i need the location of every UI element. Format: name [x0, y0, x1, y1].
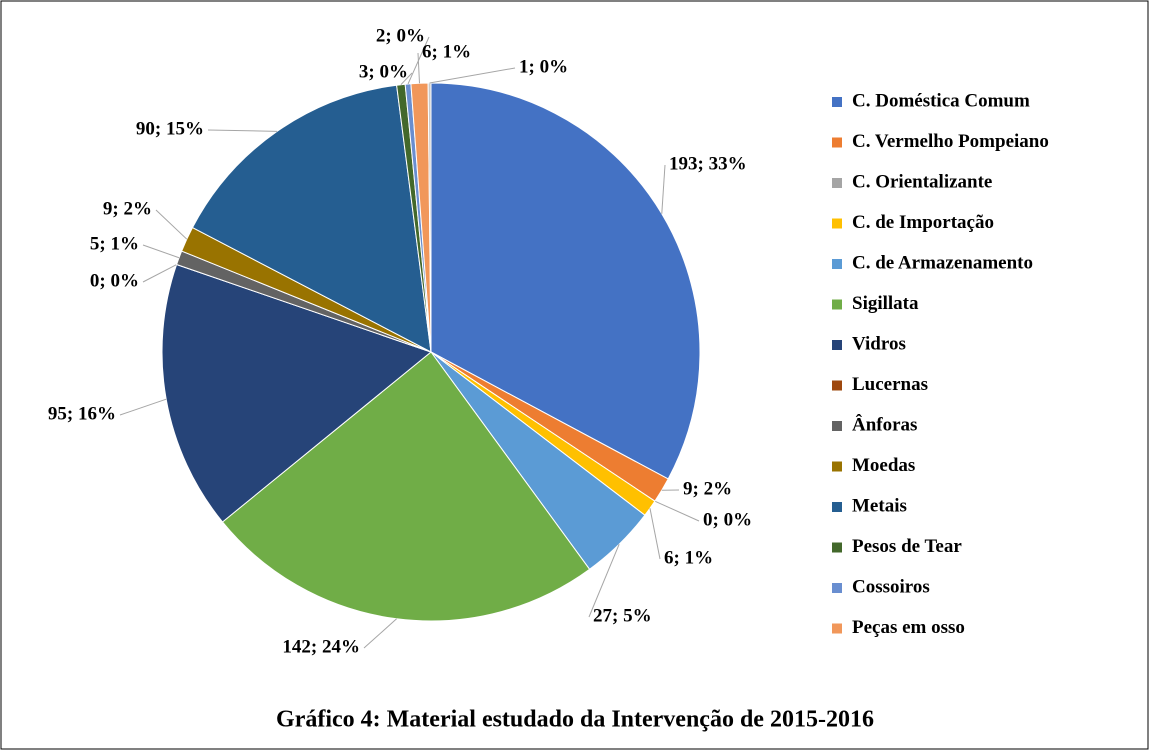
legend-swatch: [832, 583, 842, 593]
leader-line: [119, 398, 167, 416]
data-label: 193; 33%: [669, 153, 747, 174]
legend-swatch: [832, 97, 842, 107]
data-label: 27; 5%: [593, 605, 652, 626]
pie-slice: [161, 263, 433, 523]
legend-swatch: [832, 259, 842, 269]
legend-label: C. de Importação: [852, 212, 994, 233]
legend-label: Metais: [852, 495, 907, 516]
legend-swatch: [832, 340, 842, 350]
chart-title: Gráfico 4: Material estudado da Interven…: [276, 707, 874, 733]
data-label: 3; 0%: [359, 61, 408, 82]
data-label: 5; 1%: [90, 233, 139, 254]
legend-swatch: [832, 502, 842, 512]
legend-swatch: [832, 218, 842, 229]
legend-label: Moedas: [852, 455, 915, 476]
leader-line: [417, 52, 421, 84]
legend-label: Vidros: [852, 333, 906, 354]
legend-label: Cossoiros: [852, 576, 930, 597]
legend-label: Sigillata: [852, 293, 919, 314]
legend-label: C. Doméstica Comum: [852, 90, 1030, 111]
data-label: 95; 16%: [48, 403, 116, 424]
data-label: 1; 0%: [519, 56, 568, 77]
legend-swatch: [832, 380, 842, 391]
leader-line: [155, 209, 188, 240]
pie-slice: [191, 84, 432, 353]
data-label: 0; 0%: [703, 509, 752, 530]
leader-line: [654, 500, 700, 522]
legend-label: Lucernas: [852, 374, 928, 395]
pie-slice: [221, 351, 591, 622]
legend-swatch: [832, 461, 842, 472]
data-label: 9; 2%: [103, 198, 152, 219]
legend-label: Ânforas: [852, 413, 917, 435]
data-label: 0; 0%: [90, 270, 139, 291]
leader-line: [661, 164, 666, 214]
leader-line: [207, 129, 278, 132]
pie-slice: [430, 82, 701, 480]
data-label: 2; 0%: [376, 25, 425, 46]
data-label: 90; 15%: [136, 118, 204, 139]
legend-label: C. de Armazenamento: [852, 252, 1033, 273]
legend-swatch: [832, 542, 842, 553]
leader-line: [429, 67, 516, 84]
legend-label: C. Vermelho Pompeiano: [852, 131, 1049, 152]
leader-line: [142, 264, 177, 283]
legend-swatch: [832, 178, 842, 188]
legend-label: Pesos de Tear: [852, 536, 962, 557]
data-label: 6; 1%: [664, 547, 713, 568]
leader-line: [142, 244, 180, 259]
legend-swatch: [832, 421, 842, 431]
data-label: 9; 2%: [683, 478, 732, 499]
data-label: 142; 24%: [282, 636, 360, 657]
leader-line: [400, 72, 413, 86]
leader-line: [363, 618, 397, 649]
legend-swatch: [832, 137, 842, 148]
leader-line: [588, 544, 620, 618]
legend-swatch: [832, 299, 842, 310]
legend-swatch: [832, 623, 842, 634]
legend-label: Peças em osso: [852, 617, 965, 638]
leader-line: [649, 508, 661, 560]
legend-label: C. Orientalizante: [852, 171, 992, 192]
data-label: 6; 1%: [422, 41, 471, 62]
